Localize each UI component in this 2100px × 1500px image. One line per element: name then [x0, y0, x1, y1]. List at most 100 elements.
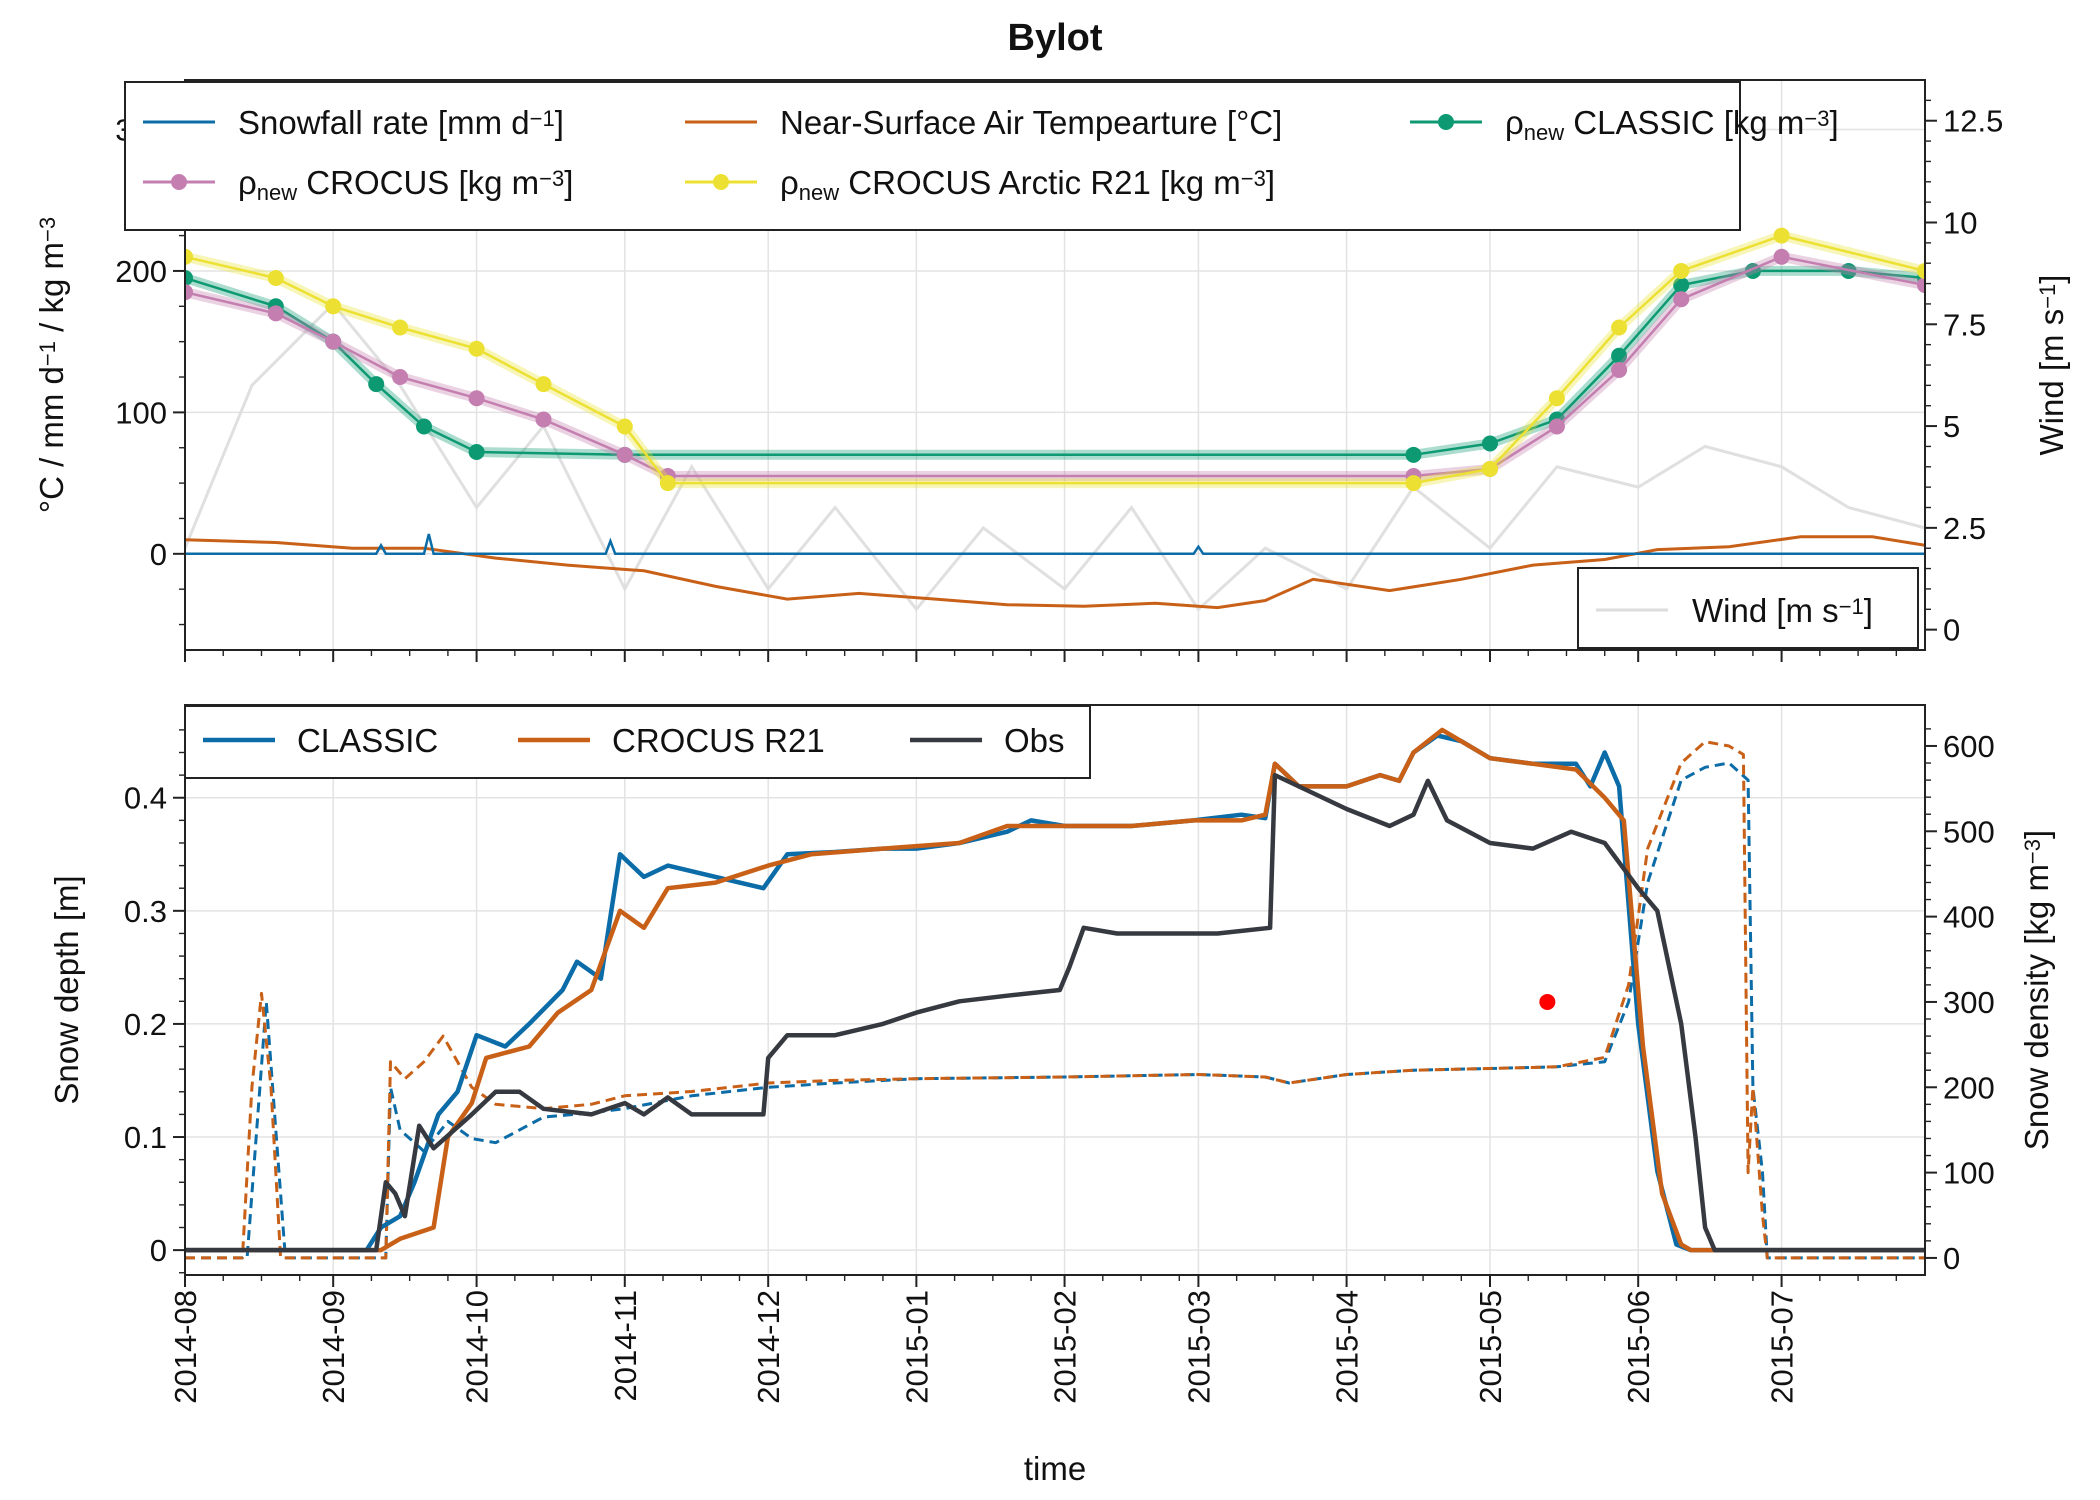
x-tick-label: 2015-02: [1048, 1290, 1083, 1404]
density-marker: [392, 319, 409, 336]
legend-item: ρnew CLASSIC [kg m−3]: [1410, 104, 1839, 145]
legend-label: Obs: [1004, 722, 1065, 759]
x-tick-label: 2015-05: [1473, 1290, 1508, 1404]
crocus-density-line: [185, 740, 1925, 1260]
density-marker: [368, 376, 385, 393]
wind-legend-box: [1577, 567, 1919, 649]
wind-series: [185, 301, 1925, 612]
density-marker: [659, 475, 676, 492]
density-marker: [1917, 277, 1925, 294]
density-marker: [185, 284, 193, 301]
legend-item: Obs: [910, 722, 1065, 759]
density-marker: [1917, 262, 1925, 279]
wind-legend: Wind [m s−1]: [1577, 567, 1919, 649]
density-marker: [325, 333, 342, 350]
density-marker: [1773, 227, 1790, 244]
x-tick-label: 2014-11: [608, 1290, 643, 1401]
x-tick-label: 2015-01: [899, 1290, 934, 1404]
legend-item: ρnew CROCUS Arctic R21 [kg m−3]: [685, 164, 1275, 205]
y-right-tick-label: 7.5: [1943, 307, 1986, 342]
density-marker: [1405, 446, 1422, 463]
density-marker: [1611, 361, 1628, 378]
legend-label: ρnew CROCUS Arctic R21 [kg m−3]: [780, 164, 1275, 205]
y-right-tick-label: 10: [1943, 206, 1977, 241]
density-marker: [392, 369, 409, 386]
density-marker: [535, 376, 552, 393]
y-tick-label: 100: [115, 395, 167, 430]
classic-density-line: [185, 761, 1925, 1260]
y-tick-label: 0: [150, 537, 167, 572]
legend-item: CLASSIC: [203, 722, 438, 759]
density-marker: [1611, 347, 1628, 364]
legend-swatch-marker: [1438, 114, 1454, 130]
top-x-ticks: [184, 650, 1898, 662]
density-band: [185, 265, 1925, 460]
top-series: [185, 227, 1925, 612]
density-marker: [1548, 418, 1565, 435]
bottom-panel: 0 0.1 0.2 0.3 0.4 0 100 200 300 400 500 600 2014-0…: [48, 704, 2055, 1487]
bottom-legend: CLASSIC CROCUS R21 Obs: [184, 705, 1091, 779]
obs-depth-line: [185, 772, 1925, 1253]
bottom-right-ticks: 0 100 200 300 400 500 600: [1925, 728, 1995, 1276]
wind-line: [185, 301, 1925, 612]
density-marker: [468, 390, 485, 407]
y-tick-label: 0.1: [124, 1120, 167, 1155]
snowfall-line: [185, 533, 1925, 556]
legend-item: Near-Surface Air Tempearture [°C]: [685, 104, 1282, 141]
y-right-tick-label: 600: [1943, 729, 1995, 764]
density-marker: [468, 443, 485, 460]
density-marker: [468, 340, 485, 357]
bottom-left-ticks: 0 0.1 0.2 0.3 0.4: [124, 729, 185, 1274]
air-temperature-series: [185, 535, 1925, 610]
density-marker: [1673, 291, 1690, 308]
density-line: [185, 234, 1925, 485]
y-tick-label: 0: [150, 1233, 167, 1268]
top-left-axis-label: °C / mm d−1 / kg m−3: [33, 217, 70, 513]
x-tick-label: 2014-09: [316, 1290, 351, 1404]
top-right-ticks: 0 2.5 5 7.5 10 12.5: [1925, 99, 2003, 648]
bottom-right-axis-label: Snow density [kg m−3]: [2018, 830, 2055, 1150]
density-marker: [185, 248, 193, 265]
density-marker: [325, 298, 342, 315]
density-marker: [1673, 262, 1690, 279]
y-tick-label: 0.4: [124, 781, 167, 816]
x-tick-label: 2014-10: [460, 1290, 495, 1404]
density-marker: [185, 270, 193, 287]
rho-classic-series: [185, 262, 1925, 463]
x-tick-label: 2014-12: [751, 1290, 786, 1404]
bottom-x-ticks: 2014-08 2014-09 2014-10 2014-11 2014-12 2015-…: [168, 1275, 1898, 1404]
temperature-line: [185, 535, 1925, 610]
legend-label: ρnew CROCUS [kg m−3]: [238, 164, 573, 205]
legend-label: Snowfall rate [mm d−1]: [238, 104, 564, 141]
wind-legend-label: Wind [m s−1]: [1692, 592, 1873, 629]
density-marker: [1482, 435, 1498, 452]
y-right-tick-label: 300: [1943, 985, 1995, 1020]
density-marker: [416, 418, 433, 435]
density-marker: [535, 411, 552, 428]
x-tick-label: 2015-04: [1330, 1290, 1365, 1404]
rho-crocus-r21-series: [185, 227, 1925, 492]
legend-item: ρnew CROCUS [kg m−3]: [143, 164, 573, 205]
legend-swatch-marker: [171, 174, 187, 190]
legend-swatch-marker: [713, 174, 729, 190]
y-tick-label: 0.2: [124, 1007, 167, 1042]
x-tick-label: 2015-06: [1621, 1290, 1656, 1404]
density-marker: [1673, 277, 1690, 294]
figure-title: Bylot: [1008, 17, 1103, 59]
density-marker: [267, 270, 284, 287]
red-point-marker: [1539, 993, 1556, 1010]
snowfall-series: [185, 533, 1925, 556]
legend-item: Snowfall rate [mm d−1]: [143, 104, 564, 141]
top-right-axis-label: Wind [m s−1]: [2033, 275, 2070, 456]
density-marker: [1482, 460, 1498, 477]
x-tick-label: 2014-08: [168, 1290, 203, 1404]
y-right-tick-label: 200: [1943, 1070, 1995, 1105]
y-right-tick-label: 2.5: [1943, 511, 1986, 546]
y-tick-label: 0.3: [124, 894, 167, 929]
legend-box: [124, 81, 1741, 231]
y-right-tick-label: 400: [1943, 900, 1995, 935]
density-marker: [1773, 248, 1790, 265]
y-right-tick-label: 100: [1943, 1156, 1995, 1191]
